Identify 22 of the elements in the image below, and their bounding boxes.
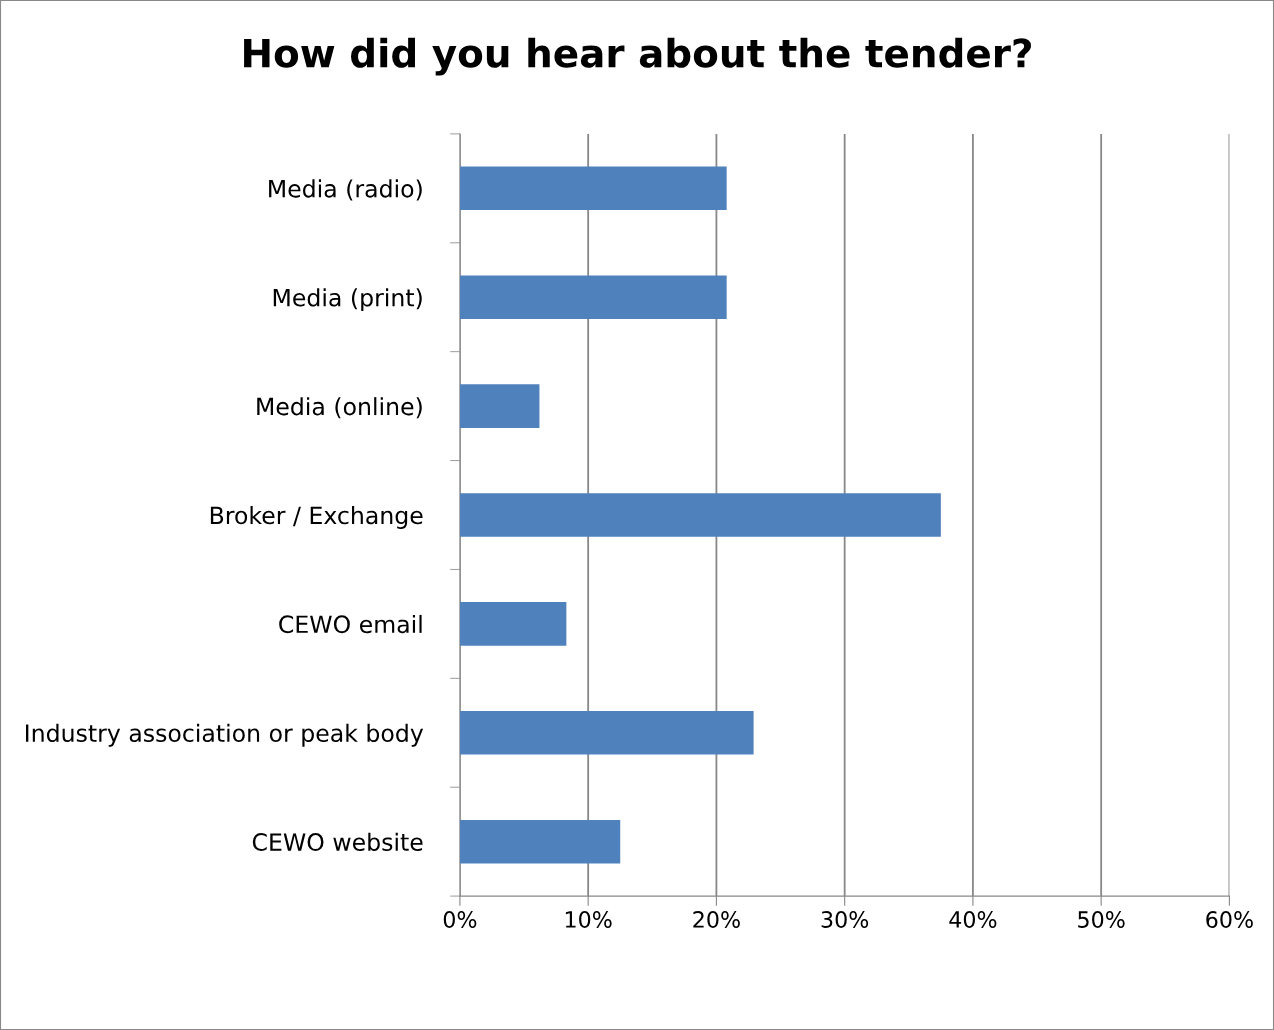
y-tick-label: CEWO website <box>252 832 423 851</box>
y-tick-label: Media (print) <box>273 288 422 312</box>
bar <box>459 710 754 755</box>
x-tick-label: 0% <box>443 911 477 928</box>
bar <box>459 602 567 646</box>
x-tick-label: 10% <box>565 911 612 928</box>
x-tick-label: 50% <box>1078 911 1125 928</box>
y-tick-label: Media (radio) <box>269 179 422 201</box>
y-tick-label: Media (online) <box>257 397 422 419</box>
bar <box>459 493 941 537</box>
chart-title: How did you hear about the tender? <box>244 37 1031 76</box>
y-tick-label: Industry association or peak body <box>26 723 424 747</box>
y-tick-label: Broker / Exchange <box>210 506 423 529</box>
bar <box>459 819 621 864</box>
x-tick-label: 40% <box>949 911 997 928</box>
x-tick-label: 60% <box>1206 911 1253 928</box>
x-tick-label: 30% <box>821 911 869 928</box>
bar <box>459 166 727 211</box>
x-tick-label: 20% <box>693 911 740 928</box>
bar <box>459 384 540 428</box>
bar <box>459 275 727 320</box>
y-tick-label: CEWO email <box>279 614 422 634</box>
